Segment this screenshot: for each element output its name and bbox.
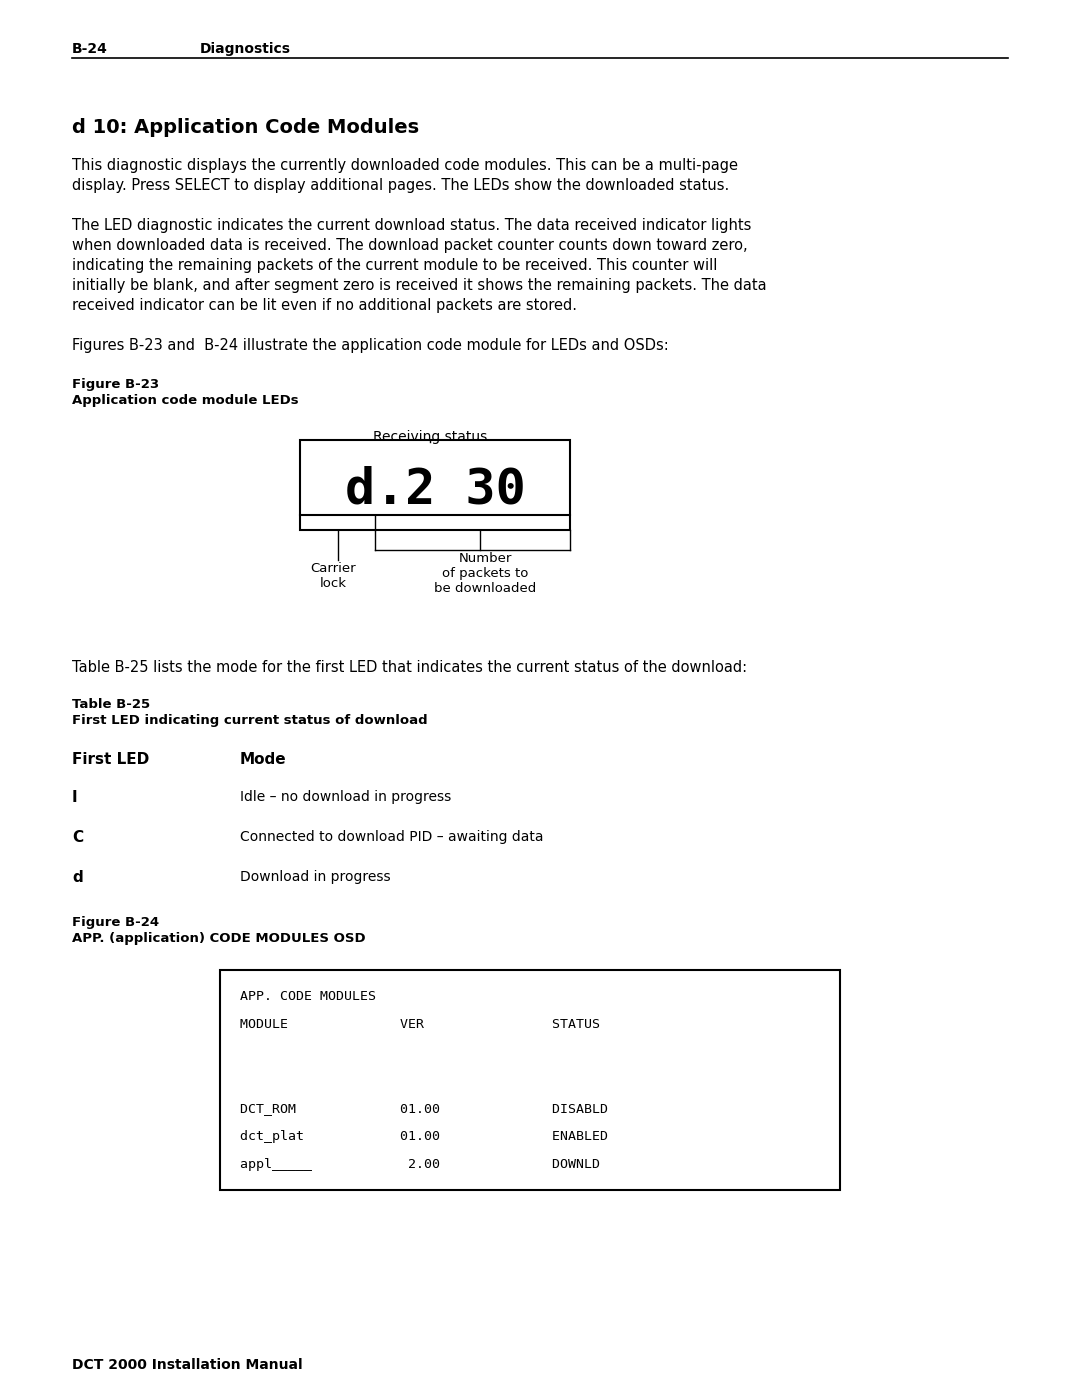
Text: Connected to download PID – awaiting data: Connected to download PID – awaiting dat…: [240, 830, 543, 844]
Text: when downloaded data is received. The download packet counter counts down toward: when downloaded data is received. The do…: [72, 237, 747, 253]
Text: C: C: [72, 830, 83, 845]
Text: DCT_ROM             01.00              DISABLD: DCT_ROM 01.00 DISABLD: [240, 1102, 608, 1115]
Text: Download in progress: Download in progress: [240, 870, 391, 884]
Text: display. Press SELECT to display additional pages. The LEDs show the downloaded : display. Press SELECT to display additio…: [72, 177, 729, 193]
Text: received indicator can be lit even if no additional packets are stored.: received indicator can be lit even if no…: [72, 298, 577, 313]
Text: Idle – no download in progress: Idle – no download in progress: [240, 789, 451, 805]
Text: APP. CODE MODULES: APP. CODE MODULES: [240, 990, 376, 1003]
Text: Mode: Mode: [240, 752, 286, 767]
Text: d.2 30: d.2 30: [345, 467, 525, 514]
Text: MODULE              VER                STATUS: MODULE VER STATUS: [240, 1018, 600, 1031]
Text: Application code module LEDs: Application code module LEDs: [72, 394, 299, 407]
Text: I: I: [72, 789, 78, 805]
Text: First LED indicating current status of download: First LED indicating current status of d…: [72, 714, 428, 726]
Text: appl_____            2.00              DOWNLD: appl_____ 2.00 DOWNLD: [240, 1158, 600, 1171]
Text: This diagnostic displays the currently downloaded code modules. This can be a mu: This diagnostic displays the currently d…: [72, 158, 738, 173]
Text: Diagnostics: Diagnostics: [200, 42, 291, 56]
Text: First LED: First LED: [72, 752, 149, 767]
Text: Figures B-23 and  B-24 illustrate the application code module for LEDs and OSDs:: Figures B-23 and B-24 illustrate the app…: [72, 338, 669, 353]
Text: APP. (application) CODE MODULES OSD: APP. (application) CODE MODULES OSD: [72, 932, 366, 944]
Text: Number
of packets to
be downloaded: Number of packets to be downloaded: [434, 552, 536, 595]
Text: indicating the remaining packets of the current module to be received. This coun: indicating the remaining packets of the …: [72, 258, 717, 272]
Text: B-24: B-24: [72, 42, 108, 56]
Text: Figure B-24: Figure B-24: [72, 916, 159, 929]
Text: Table B-25 lists the mode for the first LED that indicates the current status of: Table B-25 lists the mode for the first …: [72, 659, 747, 675]
Text: Table B-25: Table B-25: [72, 698, 150, 711]
Text: dct_plat            01.00              ENABLED: dct_plat 01.00 ENABLED: [240, 1130, 608, 1143]
Text: d 10: Application Code Modules: d 10: Application Code Modules: [72, 117, 419, 137]
Text: Receiving status: Receiving status: [373, 430, 487, 444]
Bar: [220, 970, 840, 1190]
Text: The LED diagnostic indicates the current download status. The data received indi: The LED diagnostic indicates the current…: [72, 218, 752, 233]
Text: d: d: [72, 870, 83, 886]
Text: Carrier
lock: Carrier lock: [310, 562, 355, 590]
Text: DCT 2000 Installation Manual: DCT 2000 Installation Manual: [72, 1358, 302, 1372]
Text: initially be blank, and after segment zero is received it shows the remaining pa: initially be blank, and after segment ze…: [72, 278, 767, 293]
Bar: [300, 440, 570, 529]
Text: Figure B-23: Figure B-23: [72, 379, 159, 391]
